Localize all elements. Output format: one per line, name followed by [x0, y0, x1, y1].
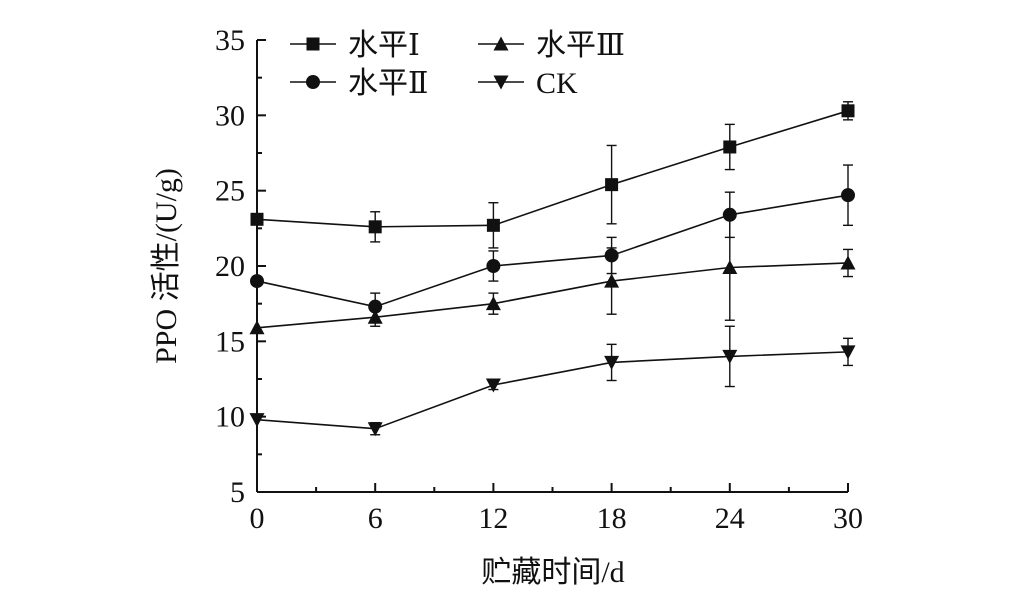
- series-ck: [249, 325, 856, 437]
- data-point: [840, 345, 856, 360]
- y-tick-label: 20: [215, 250, 245, 283]
- legend-label: CK: [536, 67, 578, 100]
- y-tick-label: 30: [215, 99, 245, 132]
- data-point: [840, 255, 856, 270]
- y-axis-title: PPO 活性/(U/g): [150, 168, 183, 364]
- data-point: [604, 273, 620, 288]
- x-tick-label: 24: [715, 502, 745, 535]
- data-point: [485, 378, 501, 393]
- data-point: [486, 218, 500, 232]
- data-point: [250, 212, 264, 226]
- legend: 水平Ⅰ 水平Ⅲ 水平Ⅱ CK: [290, 29, 625, 100]
- x-axis-title: 贮藏时间/d: [481, 556, 624, 589]
- data-point: [722, 349, 738, 364]
- data-point: [841, 188, 855, 203]
- data-point: [368, 220, 382, 234]
- x-tick-label: 12: [478, 502, 508, 535]
- series-line: [256, 351, 849, 430]
- series-line: [256, 262, 849, 329]
- data-point: [368, 299, 383, 314]
- y-tick-label: 10: [215, 401, 245, 434]
- series-triangle-up: [249, 214, 856, 335]
- data-point: [605, 178, 619, 192]
- x-tick-label: 0: [250, 502, 265, 535]
- x-tick-label: 30: [833, 502, 863, 535]
- ticks: 5 10 15 20 25 30 35 0 6 12 18 24 30: [215, 24, 863, 535]
- series-layer: [249, 101, 856, 437]
- legend-item: CK: [478, 67, 578, 100]
- legend-marker: [493, 75, 509, 90]
- x-tick-label: 18: [597, 502, 627, 535]
- legend-item: 水平Ⅰ: [290, 29, 420, 62]
- legend-item: 水平Ⅲ: [478, 29, 625, 62]
- legend-marker: [306, 75, 320, 89]
- x-tick-label: 6: [368, 502, 383, 535]
- y-tick-label: 5: [230, 476, 245, 509]
- legend-label: 水平Ⅲ: [536, 29, 625, 62]
- data-point: [841, 104, 855, 118]
- data-point: [486, 259, 501, 273]
- data-point: [367, 422, 383, 437]
- y-tick-label: 15: [215, 325, 245, 358]
- series-line: [256, 110, 849, 228]
- data-point: [249, 320, 265, 335]
- series-circle: [250, 164, 855, 321]
- data-point: [250, 274, 264, 289]
- legend-item: 水平Ⅱ: [290, 67, 428, 100]
- legend-marker: [493, 36, 509, 51]
- y-tick-label: 25: [215, 175, 245, 208]
- series-square: [250, 101, 855, 249]
- data-point: [722, 260, 738, 275]
- legend-label: 水平Ⅱ: [348, 67, 428, 100]
- data-point: [249, 413, 265, 428]
- legend-label: 水平Ⅰ: [348, 29, 420, 62]
- data-point: [367, 309, 383, 324]
- legend-marker: [306, 37, 320, 51]
- data-point: [723, 140, 737, 154]
- data-point: [604, 355, 620, 370]
- data-point: [485, 296, 501, 311]
- series-line: [256, 194, 849, 308]
- y-tick-label: 35: [215, 24, 245, 57]
